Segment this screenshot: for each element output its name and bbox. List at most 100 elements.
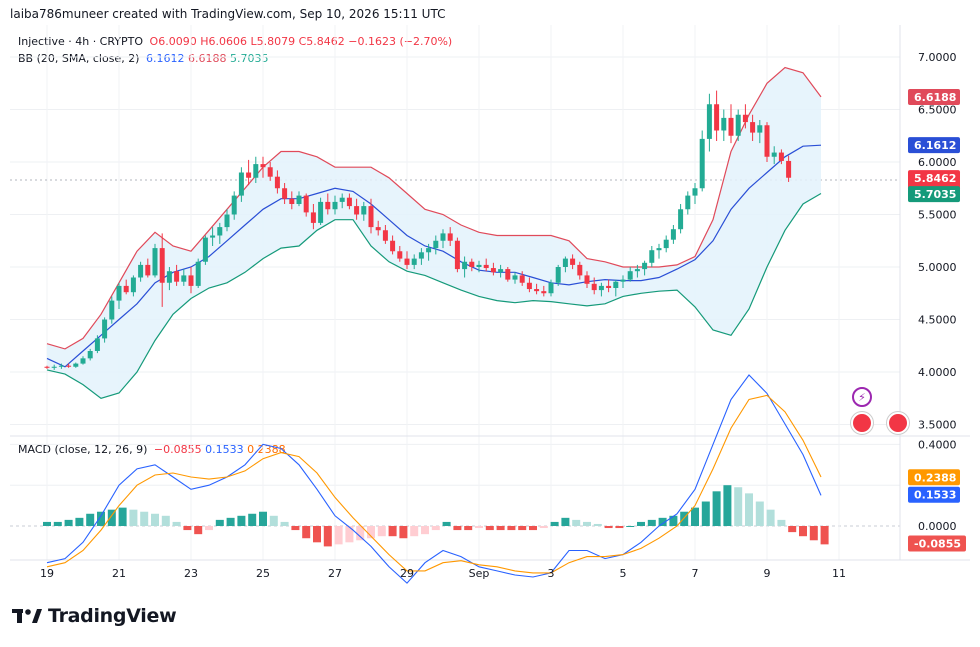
macd-histogram-bar: [669, 515, 678, 526]
tradingview-logo-icon: [12, 609, 42, 623]
macd-histogram-bar: [107, 509, 116, 526]
time-axis-label: 7: [692, 567, 699, 580]
macd-histogram-bar: [583, 521, 591, 526]
candle: [526, 277, 532, 293]
candle: [73, 362, 79, 368]
candle-body: [447, 233, 453, 241]
macd-hist-value: −0.0855: [153, 443, 202, 456]
candle-body: [505, 269, 511, 280]
macd-histogram-bar: [507, 526, 516, 531]
macd-axis-label: 0.4000: [918, 438, 957, 451]
bb-basis-tag: 6.1612: [908, 137, 960, 154]
chart-canvas[interactable]: 7.0000 6.5000 6.0000 5.5000 5.0000 4.5000 4.00…: [0, 0, 980, 600]
candle-body: [195, 261, 201, 286]
macd-legend: MACD (close, 12, 26, 9) −0.0855 0.1533 0…: [18, 443, 286, 456]
price-axis-label: 3.5000: [918, 419, 957, 432]
us-flag-icon[interactable]: [851, 412, 873, 434]
macd-title[interactable]: MACD (close, 12, 26, 9): [18, 443, 148, 456]
bb-title[interactable]: BB (20, SMA, close, 2): [18, 52, 140, 65]
candle: [656, 243, 662, 259]
macd-histogram-bar: [356, 526, 365, 541]
macd-histogram-bar: [410, 526, 419, 537]
candle: [721, 109, 727, 141]
candle: [368, 198, 374, 234]
candle-body: [123, 285, 129, 293]
candle: [87, 348, 93, 361]
candle-body: [656, 248, 662, 251]
time-axis-label: 29: [400, 567, 414, 580]
candle-body: [555, 267, 561, 283]
candle: [699, 130, 705, 192]
macd-histogram-bar: [259, 511, 267, 526]
candle: [188, 267, 194, 294]
candle: [598, 282, 604, 297]
us-flag-icon[interactable]: [887, 412, 909, 434]
symbol-legend: Injective · 4h · CRYPTO O6.0090 H6.0606 …: [18, 35, 452, 48]
candle-body: [174, 271, 180, 282]
macd-histogram-bar: [734, 487, 743, 526]
macd-histogram-bar: [302, 526, 311, 539]
candle-body: [202, 237, 208, 262]
macd-histogram-bar: [161, 515, 170, 526]
macd-histogram-bar: [647, 519, 656, 526]
candle-body: [354, 206, 360, 215]
candle: [246, 159, 252, 186]
candle-body: [490, 268, 496, 273]
candle: [634, 264, 640, 278]
macd-histogram-bar: [215, 519, 224, 526]
candle-body: [217, 227, 223, 236]
macd-histogram-bar: [615, 526, 624, 529]
candle-body: [289, 198, 295, 204]
macd-histogram-bar: [799, 526, 807, 537]
candle-body: [771, 152, 777, 157]
tradingview-logo[interactable]: TradingView: [12, 605, 177, 627]
candle-body: [584, 275, 590, 284]
candle: [706, 93, 712, 152]
macd-histogram-bar: [745, 493, 753, 526]
macd-hist-tag: -0.0855: [908, 535, 966, 552]
macd-histogram-bar: [766, 509, 775, 526]
candle-body: [598, 285, 604, 291]
candle-body: [627, 271, 633, 280]
candle: [94, 335, 100, 354]
candle-body: [778, 152, 784, 161]
candle: [195, 258, 201, 288]
candle-body: [750, 122, 756, 133]
candle-body: [210, 235, 216, 238]
candle: [123, 279, 129, 295]
macd-signal-value: 0.2388: [247, 443, 286, 456]
macd-histogram-bar: [431, 526, 440, 531]
signal-line: [46, 394, 822, 574]
candle-body: [670, 229, 676, 240]
candle: [642, 260, 648, 276]
price-axis-label: 6.0000: [918, 156, 957, 169]
candle: [591, 277, 597, 295]
macd-histogram-bar: [442, 521, 451, 526]
macd-histogram-bar: [194, 526, 203, 535]
macd-signal-tag-bg: [908, 469, 960, 486]
candle-body: [375, 227, 381, 231]
candle-body: [325, 201, 331, 210]
high-value: H6.0606: [200, 35, 247, 48]
candle-body: [94, 338, 100, 351]
candle-body: [87, 351, 93, 359]
symbol-name[interactable]: Injective · 4h · CRYPTO: [18, 35, 144, 48]
candle-body: [714, 104, 720, 131]
candle-body: [224, 214, 230, 228]
candle-body: [116, 285, 122, 301]
candle-body: [267, 167, 273, 177]
candle-body: [238, 172, 244, 196]
time-axis-label: 9: [764, 567, 771, 580]
candle-body: [634, 269, 640, 272]
macd-histogram-bar: [183, 526, 192, 531]
candle: [231, 191, 237, 220]
price-axis-label: 4.5000: [918, 314, 957, 327]
candle: [440, 229, 446, 249]
candle-body: [382, 230, 388, 241]
candle: [181, 269, 187, 286]
macd-histogram-bar: [280, 521, 289, 526]
lightning-icon[interactable]: ⚡: [852, 387, 872, 407]
candle-body: [534, 289, 540, 292]
change-value: −0.1623 (−2.70%): [348, 35, 453, 48]
macd-histogram-bar: [388, 526, 397, 537]
